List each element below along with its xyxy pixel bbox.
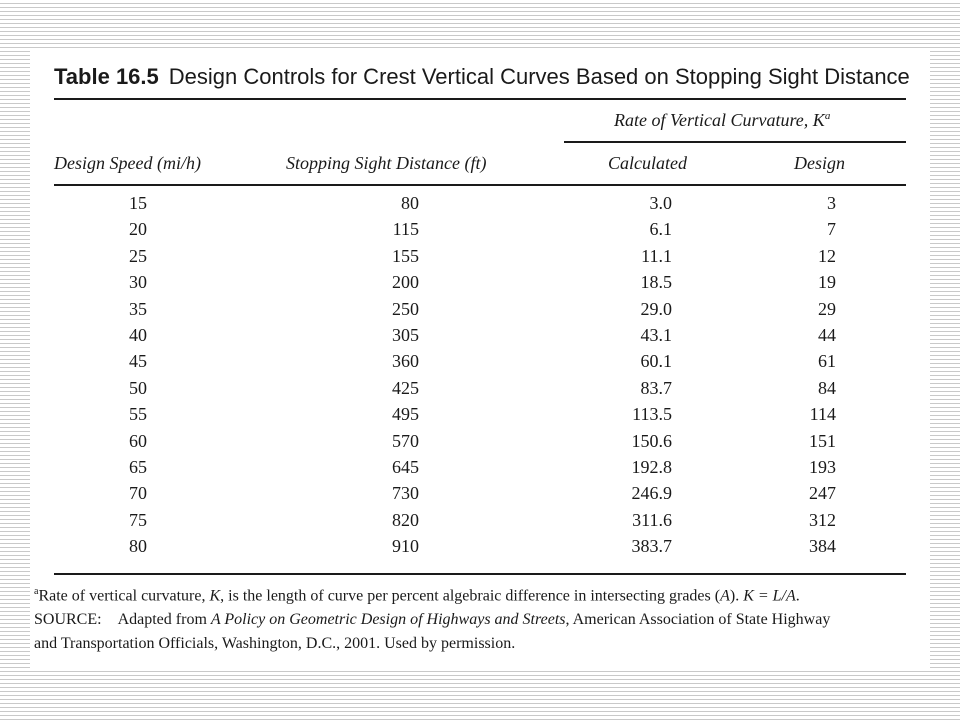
group-header-label: Rate of Vertical Curvature, K: [614, 110, 825, 130]
source-label: SOURCE:: [34, 611, 102, 628]
table-row: 25 155 11.1 12: [30, 244, 930, 270]
top-rule: [54, 98, 906, 100]
design-speed-cell: 40: [129, 324, 147, 345]
design-speed-cell: 20: [129, 219, 147, 240]
design-speed-cell: 25: [129, 245, 147, 266]
bottom-rule: [54, 573, 906, 575]
group-header: Rate of Vertical Curvature, Ka: [614, 110, 830, 131]
header-stopping-sight-distance: Stopping Sight Distance (ft): [286, 153, 487, 173]
table-row: 15 80 3.0 3: [30, 191, 930, 217]
k-design-cell: 114: [809, 404, 836, 425]
design-speed-cell: 65: [129, 456, 147, 477]
design-speed-cell: 70: [129, 483, 147, 504]
k-design-cell: 151: [809, 430, 836, 451]
table-caption: Design Controls for Crest Vertical Curve…: [168, 64, 910, 89]
k-design-cell: 193: [809, 456, 836, 477]
table-row: 60 570 150.6 151: [30, 429, 930, 455]
table-row: 30 200 18.5 19: [30, 270, 930, 296]
k-design-cell: 312: [809, 509, 836, 530]
table-title: Table 16.5 Design Controls for Crest Vert…: [54, 64, 910, 90]
k-design-cell: 61: [818, 351, 836, 372]
k-calculated-cell: 150.6: [631, 430, 673, 451]
design-speed-cell: 75: [129, 509, 147, 530]
table-row: 80 910 383.7 384: [30, 534, 930, 560]
ssd-cell: 645: [392, 456, 419, 477]
ssd-cell: 730: [392, 483, 419, 504]
group-rule: [564, 141, 906, 143]
k-calculated-cell: 311.6: [632, 509, 672, 530]
ssd-cell: 305: [392, 324, 419, 345]
table-row: 70 730 246.9 247: [30, 481, 930, 507]
k-design-cell: 19: [818, 272, 836, 293]
k-design-cell: 247: [809, 483, 836, 504]
table-row: 40 305 43.1 44: [30, 323, 930, 349]
table-row: 20 115 6.1 7: [30, 217, 930, 243]
k-design-cell: 44: [818, 324, 836, 345]
document-page: Table 16.5 Design Controls for Crest Vert…: [30, 48, 930, 670]
table-row: 50 425 83.7 84: [30, 376, 930, 402]
ssd-cell: 820: [392, 509, 419, 530]
k-calculated-cell: 11.1: [641, 245, 672, 266]
source-line-1: SOURCE: Adapted from A Policy on Geometr…: [34, 611, 831, 628]
table-body: 15 80 3.0 3 20 115 6.1 7 25 155 11.1 12 30 200 18.5 19 3…: [30, 191, 930, 560]
header-design: Design: [794, 153, 845, 173]
k-calculated-cell: 192.8: [631, 456, 673, 477]
design-speed-cell: 55: [129, 404, 147, 425]
ssd-cell: 570: [392, 430, 419, 451]
table-row: 55 495 113.5 114: [30, 402, 930, 428]
ssd-cell: 200: [392, 272, 419, 293]
footnote-marker: a: [34, 586, 39, 597]
ssd-cell: 495: [392, 404, 419, 425]
design-speed-cell: 45: [129, 351, 147, 372]
k-calculated-cell: 3.0: [649, 193, 673, 213]
k-calculated-cell: 43.1: [640, 324, 673, 345]
k-calculated-cell: 113.5: [632, 404, 672, 425]
k-design-cell: 29: [818, 298, 836, 319]
ssd-cell: 425: [392, 377, 419, 398]
design-speed-cell: 80: [129, 536, 147, 557]
header-design-speed: Design Speed (mi/h): [54, 153, 201, 173]
k-calculated-cell: 83.7: [640, 377, 673, 398]
header-calculated: Calculated: [608, 153, 687, 173]
k-design-cell: 7: [827, 219, 836, 240]
k-design-cell: 3: [827, 193, 836, 213]
ssd-cell: 250: [392, 298, 419, 319]
k-calculated-cell: 29.0: [640, 298, 673, 319]
design-speed-cell: 15: [129, 193, 147, 213]
ssd-cell: 155: [392, 245, 419, 266]
k-calculated-cell: 246.9: [631, 483, 673, 504]
k-design-cell: 12: [818, 245, 836, 266]
ssd-cell: 910: [392, 536, 419, 557]
design-speed-cell: 50: [129, 377, 147, 398]
k-calculated-cell: 6.1: [649, 219, 673, 240]
table-row: 75 820 311.6 312: [30, 508, 930, 534]
group-header-sup: a: [824, 110, 831, 122]
table-row: 35 250 29.0 29: [30, 297, 930, 323]
ssd-cell: 115: [392, 219, 419, 240]
k-calculated-cell: 18.5: [640, 272, 673, 293]
design-speed-cell: 35: [129, 298, 147, 319]
k-design-cell: 84: [818, 377, 836, 398]
header-rule: [54, 184, 906, 186]
table-row: 45 360 60.1 61: [30, 349, 930, 375]
design-speed-cell: 30: [129, 272, 147, 293]
table-number: Table 16.5: [54, 64, 159, 89]
k-calculated-cell: 383.7: [631, 536, 673, 557]
k-design-cell: 384: [809, 536, 836, 557]
source-publication: A Policy on Geometric Design of Highways…: [210, 611, 566, 628]
table-row: 65 645 192.8 193: [30, 455, 930, 481]
k-calculated-cell: 60.1: [640, 351, 673, 372]
source-line-2: and Transportation Officials, Washington…: [34, 635, 516, 652]
ssd-cell: 360: [392, 351, 419, 372]
footnote-formula: K = L/A: [743, 587, 796, 605]
design-speed-cell: 60: [129, 430, 147, 451]
ssd-cell: 80: [401, 193, 419, 213]
footnote: aRate of vertical curvature, K, is the l…: [34, 586, 800, 605]
